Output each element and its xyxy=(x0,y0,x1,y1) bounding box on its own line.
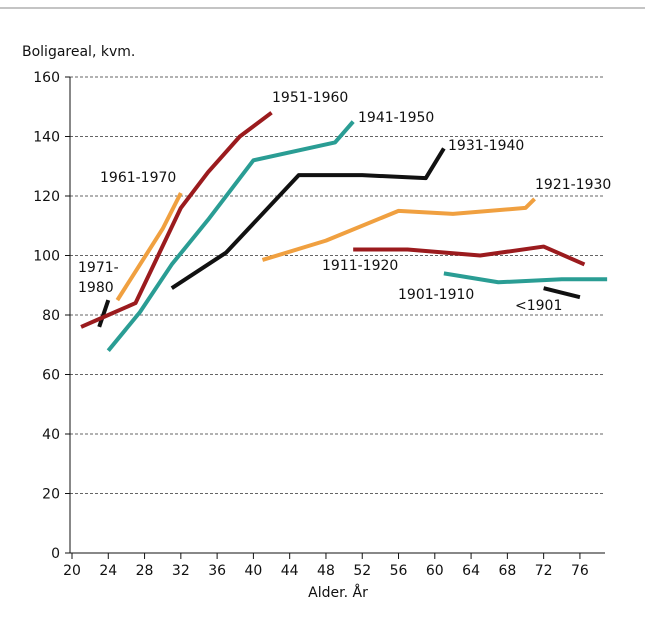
y-tick-label: 0 xyxy=(51,546,60,562)
x-axis-label: Alder. År xyxy=(308,584,368,601)
x-tick-label: 48 xyxy=(317,563,335,579)
y-tick-label: 40 xyxy=(42,427,60,443)
x-tick-label: 72 xyxy=(535,563,553,579)
series-label: 1911-1920 xyxy=(322,258,398,274)
series-line xyxy=(97,299,111,328)
x-tick-label: 52 xyxy=(353,563,371,579)
x-tick-label: 60 xyxy=(426,563,444,579)
series-label: 1941-1950 xyxy=(358,110,434,126)
series-label: 1971-1980 xyxy=(78,260,119,296)
series-line xyxy=(115,192,183,302)
x-tick-label: 44 xyxy=(281,563,299,579)
series-line xyxy=(80,111,273,329)
y-tick-label: 140 xyxy=(33,130,60,146)
y-tick-label: 160 xyxy=(33,70,60,86)
series-label: <1901 xyxy=(515,298,562,314)
x-tick-label: 76 xyxy=(571,563,589,579)
x-tick-label: 32 xyxy=(172,563,190,579)
series-line xyxy=(443,271,608,285)
y-tick-label: 100 xyxy=(33,249,60,265)
x-tick-label: 20 xyxy=(63,563,81,579)
y-axis-label: Boligareal, kvm. xyxy=(22,44,135,60)
y-tick-label: 80 xyxy=(42,308,60,324)
series-label: 1961-1970 xyxy=(100,170,176,186)
series-line xyxy=(106,120,355,352)
x-tick-label: 40 xyxy=(244,563,262,579)
series-line xyxy=(170,147,446,290)
series-line xyxy=(543,286,581,300)
x-tick-label: 36 xyxy=(208,563,226,579)
y-tick-label: 20 xyxy=(42,487,60,503)
x-tick-label: 56 xyxy=(390,563,408,579)
x-tick-label: 24 xyxy=(99,563,117,579)
series-line xyxy=(261,197,536,262)
series-label: 1901-1910 xyxy=(398,287,474,303)
series-label: 1921-1930 xyxy=(535,177,611,193)
x-tick-label: 64 xyxy=(462,563,480,579)
series-label: 1951-1960 xyxy=(272,90,348,106)
series-label: 1931-1940 xyxy=(448,138,524,154)
y-tick-label: 60 xyxy=(42,368,60,384)
y-tick-label: 120 xyxy=(33,189,60,205)
x-tick-label: 28 xyxy=(136,563,154,579)
x-tick-label: 68 xyxy=(498,563,516,579)
series-line xyxy=(353,244,586,267)
